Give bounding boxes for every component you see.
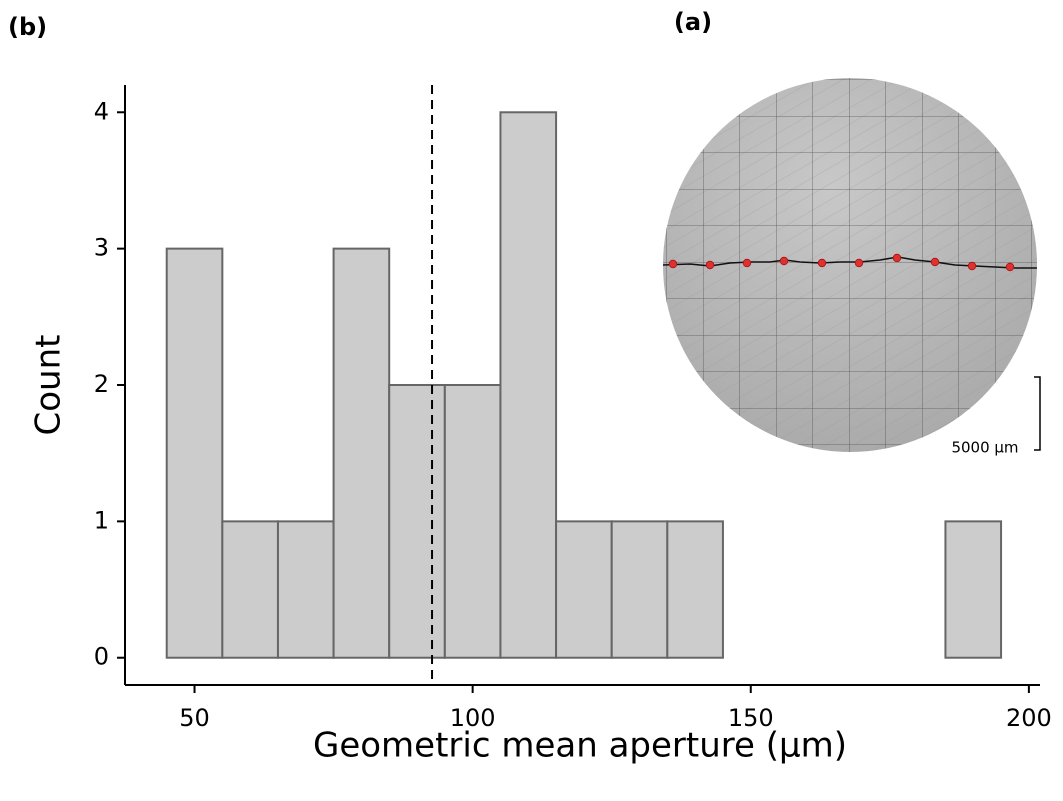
y-tick-label: 3: [94, 234, 109, 262]
plot-area: 0 1 2 3 4 50 100 150 200: [94, 85, 1052, 732]
bar: [388, 384, 446, 659]
x-tick-label: 50: [179, 704, 210, 732]
y-tick-label: 1: [94, 506, 109, 534]
y-tick-label: 2: [94, 370, 109, 398]
x-axis-label: Geometric mean aperture (μm): [313, 726, 847, 766]
inset-image: [663, 78, 1041, 452]
x-tick-label: 200: [1006, 704, 1052, 732]
x-tick-label: 150: [728, 704, 774, 732]
bar: [332, 247, 391, 659]
bar: [666, 520, 724, 659]
scale-label: 5000 μm: [951, 439, 1018, 457]
y-tick-label: 0: [94, 643, 109, 671]
x-tick-label: 100: [450, 704, 496, 732]
bar: [499, 111, 558, 659]
bar: [276, 520, 335, 659]
panel-label: (b): [8, 13, 47, 41]
bar: [443, 384, 502, 659]
bar: [165, 247, 224, 659]
bar: [555, 520, 613, 659]
bar: [944, 520, 1003, 659]
y-axis-label: Count: [29, 335, 69, 436]
bar: [610, 520, 669, 659]
bar: [221, 520, 279, 659]
inset-label: (a): [674, 8, 712, 36]
y-tick-label: 4: [94, 97, 109, 125]
